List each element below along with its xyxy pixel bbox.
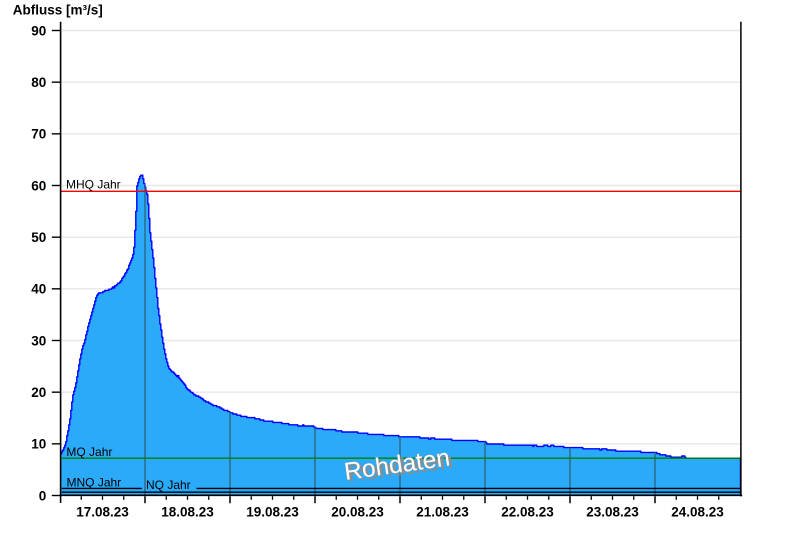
svg-text:MNQ Jahr: MNQ Jahr [67,475,122,489]
svg-text:24.08.23: 24.08.23 [671,504,724,519]
svg-text:21.08.23: 21.08.23 [416,504,469,519]
svg-text:30: 30 [31,333,46,348]
svg-text:20: 20 [31,385,46,400]
svg-text:80: 80 [31,75,46,90]
svg-text:10: 10 [31,437,46,452]
svg-text:18.08.23: 18.08.23 [161,504,214,519]
svg-text:MHQ Jahr: MHQ Jahr [66,178,121,192]
svg-text:17.08.23: 17.08.23 [76,504,129,519]
svg-text:22.08.23: 22.08.23 [501,504,554,519]
svg-text:20.08.23: 20.08.23 [331,504,384,519]
svg-text:23.08.23: 23.08.23 [586,504,639,519]
svg-text:90: 90 [31,23,46,38]
svg-text:Abfluss [m³/s]: Abfluss [m³/s] [13,2,103,17]
svg-text:70: 70 [31,127,46,142]
svg-text:NQ Jahr: NQ Jahr [146,478,191,492]
svg-text:MQ Jahr: MQ Jahr [66,445,112,459]
svg-text:0: 0 [39,488,47,503]
svg-text:40: 40 [31,282,46,297]
svg-text:50: 50 [31,230,46,245]
svg-text:19.08.23: 19.08.23 [246,504,299,519]
svg-text:60: 60 [31,178,46,193]
